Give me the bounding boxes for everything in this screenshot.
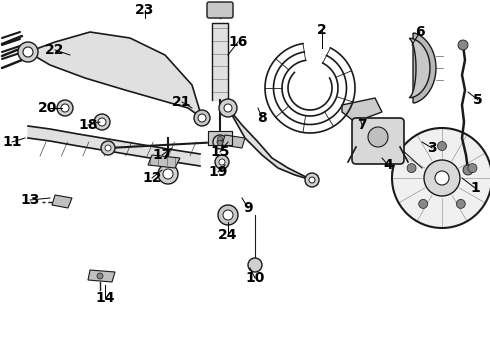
- Text: 19: 19: [208, 165, 228, 179]
- Text: 7: 7: [357, 118, 367, 132]
- Circle shape: [218, 136, 222, 141]
- FancyBboxPatch shape: [352, 118, 404, 164]
- Circle shape: [57, 100, 73, 116]
- Circle shape: [224, 104, 232, 112]
- Circle shape: [198, 114, 206, 122]
- Text: 10: 10: [245, 271, 265, 285]
- Text: 23: 23: [135, 3, 155, 17]
- Circle shape: [98, 118, 106, 126]
- Circle shape: [468, 163, 477, 172]
- Circle shape: [458, 40, 468, 50]
- Circle shape: [105, 145, 111, 151]
- Circle shape: [61, 104, 69, 112]
- Polygon shape: [148, 155, 180, 168]
- Text: 5: 5: [473, 93, 483, 107]
- Text: 11: 11: [2, 135, 22, 149]
- Polygon shape: [222, 135, 245, 148]
- Text: 20: 20: [38, 101, 58, 115]
- Circle shape: [215, 155, 229, 169]
- Polygon shape: [342, 98, 382, 122]
- Polygon shape: [28, 126, 200, 166]
- Circle shape: [305, 173, 319, 187]
- Circle shape: [158, 164, 178, 184]
- Circle shape: [392, 128, 490, 228]
- Circle shape: [213, 135, 227, 149]
- Polygon shape: [88, 270, 115, 282]
- Circle shape: [97, 273, 103, 279]
- Circle shape: [223, 210, 233, 220]
- Circle shape: [23, 47, 33, 57]
- Text: 13: 13: [20, 193, 40, 207]
- Polygon shape: [28, 32, 202, 118]
- Polygon shape: [208, 131, 232, 145]
- Text: 24: 24: [218, 228, 238, 242]
- Circle shape: [418, 199, 428, 208]
- Text: 6: 6: [415, 25, 425, 39]
- Polygon shape: [212, 23, 228, 100]
- Text: 14: 14: [95, 291, 115, 305]
- Text: 4: 4: [383, 158, 393, 172]
- Circle shape: [94, 114, 110, 130]
- Circle shape: [163, 169, 173, 179]
- Circle shape: [368, 127, 388, 147]
- Text: 8: 8: [257, 111, 267, 125]
- FancyBboxPatch shape: [207, 2, 233, 18]
- Text: 2: 2: [317, 23, 327, 37]
- Circle shape: [218, 205, 238, 225]
- Circle shape: [219, 99, 237, 117]
- Circle shape: [435, 171, 449, 185]
- Text: 21: 21: [172, 95, 192, 109]
- Text: 15: 15: [210, 145, 230, 159]
- Text: 22: 22: [45, 43, 65, 57]
- Polygon shape: [413, 33, 436, 103]
- Circle shape: [456, 199, 465, 208]
- Text: 16: 16: [228, 35, 247, 49]
- Circle shape: [309, 177, 315, 183]
- Text: 12: 12: [142, 171, 162, 185]
- Circle shape: [438, 141, 446, 150]
- Polygon shape: [228, 108, 312, 180]
- Text: 9: 9: [243, 201, 253, 215]
- Circle shape: [407, 163, 416, 172]
- Text: 17: 17: [152, 148, 171, 162]
- Text: 1: 1: [470, 181, 480, 195]
- Circle shape: [101, 141, 115, 155]
- Circle shape: [424, 160, 460, 196]
- Circle shape: [219, 159, 225, 165]
- Circle shape: [218, 140, 222, 145]
- Circle shape: [194, 110, 210, 126]
- Text: 3: 3: [427, 141, 437, 155]
- Polygon shape: [409, 39, 430, 98]
- Circle shape: [463, 165, 473, 175]
- Text: 18: 18: [78, 118, 98, 132]
- Polygon shape: [52, 195, 72, 208]
- Circle shape: [217, 139, 223, 145]
- Circle shape: [18, 42, 38, 62]
- Circle shape: [248, 258, 262, 272]
